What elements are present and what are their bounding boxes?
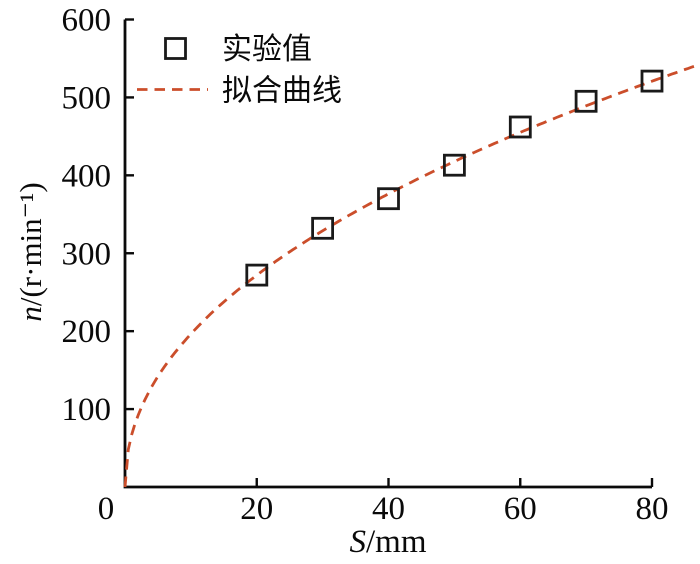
x-axis-title: S/mm	[349, 524, 426, 560]
x-tick-label: 20	[240, 491, 273, 527]
legend-label-fit: 拟合曲线	[222, 75, 342, 108]
y-tick-label: 300	[62, 236, 112, 272]
data-point-marker	[245, 263, 269, 287]
y-tick-label: 200	[62, 314, 112, 350]
y-tick-label: 500	[62, 80, 112, 116]
y-axis-title: n/(r·min⁻¹)	[13, 182, 48, 321]
data-point-marker	[640, 69, 664, 93]
x-tick-label: 60	[504, 491, 537, 527]
data-point-marker	[311, 216, 335, 240]
y-tick-label: 400	[62, 158, 112, 194]
axis-spines	[123, 19, 652, 489]
x-tick-label: 0	[98, 491, 115, 527]
fit-curve-line	[123, 63, 699, 488]
data-point-marker	[574, 89, 598, 113]
data-point-marker	[442, 153, 466, 177]
data-point-marker	[377, 187, 400, 211]
x-tick-label: 80	[636, 491, 669, 527]
y-tick-label: 600	[62, 3, 112, 39]
data-point-marker	[508, 115, 532, 139]
legend-marker-square-icon	[164, 37, 187, 60]
x-tick-label: 40	[372, 491, 405, 527]
legend-label-experimental: 实验值	[222, 33, 312, 66]
y-tick-label: 100	[62, 392, 112, 428]
legend: 实验值 拟合曲线	[137, 33, 342, 108]
plot-area: 100 200 300 400 500 600 0 20 40 60 80	[62, 3, 699, 527]
